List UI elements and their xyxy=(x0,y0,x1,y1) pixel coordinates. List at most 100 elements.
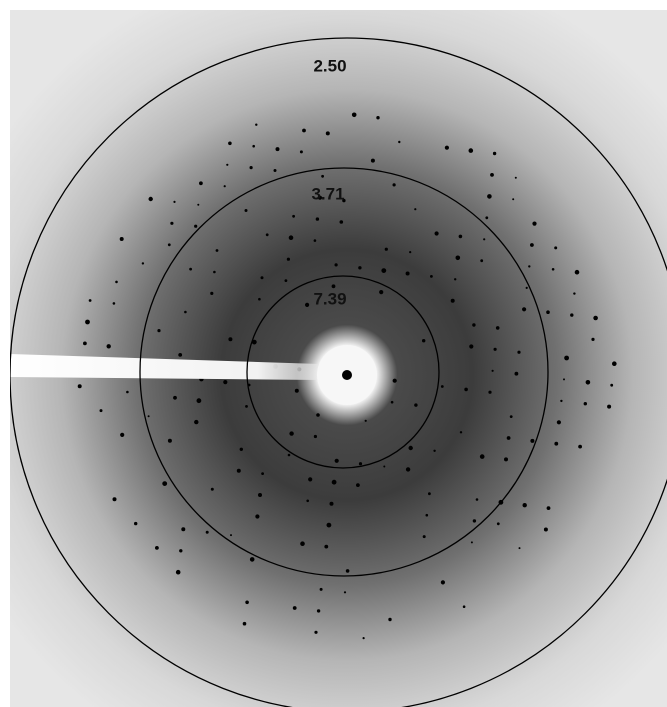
spot xyxy=(546,310,550,315)
spot xyxy=(112,302,116,305)
spot xyxy=(430,275,433,278)
spot xyxy=(242,621,247,626)
spot xyxy=(313,434,317,439)
spot xyxy=(315,217,320,221)
spot xyxy=(300,541,305,546)
spot xyxy=(428,492,431,496)
spot xyxy=(314,630,318,634)
spot xyxy=(258,297,261,301)
spot xyxy=(261,472,264,475)
spot xyxy=(294,388,299,393)
spot xyxy=(351,112,357,118)
spot xyxy=(530,243,534,247)
spot xyxy=(578,444,582,449)
spot xyxy=(299,150,303,154)
spot xyxy=(383,465,386,468)
spot xyxy=(260,276,264,280)
spot xyxy=(370,158,375,163)
spot xyxy=(226,163,229,166)
spot xyxy=(258,493,262,497)
spot xyxy=(450,298,455,303)
resolution-ring xyxy=(10,37,667,707)
spot xyxy=(77,384,82,389)
spot xyxy=(440,580,445,585)
spot xyxy=(318,195,322,200)
spot xyxy=(472,323,476,327)
spot xyxy=(249,166,253,170)
spot xyxy=(475,498,479,501)
spot xyxy=(196,398,202,404)
spot xyxy=(358,266,362,270)
spot xyxy=(175,569,181,575)
spot xyxy=(405,271,410,276)
spot xyxy=(504,457,508,462)
spot xyxy=(249,557,255,562)
spot xyxy=(591,337,595,341)
spot xyxy=(194,224,198,228)
spot xyxy=(532,221,537,226)
spot xyxy=(286,257,290,261)
spot xyxy=(345,569,350,573)
spot xyxy=(308,477,313,482)
spot xyxy=(230,534,232,537)
spot xyxy=(319,587,323,591)
spot xyxy=(530,438,535,443)
spot xyxy=(306,499,310,503)
spot xyxy=(506,436,511,440)
spot xyxy=(106,344,111,349)
spot xyxy=(470,541,473,544)
spot xyxy=(325,131,330,136)
spot xyxy=(574,269,580,275)
spot xyxy=(362,637,365,640)
spot xyxy=(573,292,576,295)
spot xyxy=(316,609,321,613)
spot xyxy=(546,506,551,510)
spot xyxy=(119,237,124,241)
spot xyxy=(147,415,150,418)
spot xyxy=(405,467,411,472)
spot xyxy=(115,280,118,284)
spot xyxy=(141,262,145,265)
spot xyxy=(455,255,461,261)
spot xyxy=(181,527,186,532)
spot xyxy=(525,286,528,289)
spot xyxy=(334,263,338,267)
beam-center xyxy=(342,370,352,380)
spot xyxy=(329,501,334,506)
spot xyxy=(390,400,394,404)
spot xyxy=(252,144,255,148)
spot xyxy=(556,420,562,425)
spot xyxy=(157,329,161,333)
spot xyxy=(210,291,214,295)
spot xyxy=(379,290,384,295)
spot xyxy=(245,600,249,605)
spot xyxy=(554,246,558,250)
spot xyxy=(517,350,521,354)
spot xyxy=(496,522,500,526)
resolution-ring xyxy=(246,275,440,469)
spot xyxy=(255,514,260,519)
spot xyxy=(528,265,531,268)
spot xyxy=(184,310,187,314)
spot xyxy=(585,380,591,385)
spot xyxy=(458,234,463,239)
spot xyxy=(210,487,214,491)
spot xyxy=(292,606,297,610)
spot xyxy=(178,353,183,357)
spot xyxy=(392,378,397,383)
spot xyxy=(275,147,280,152)
ring-label: 3.71 xyxy=(311,184,344,203)
spot xyxy=(487,194,492,199)
spot xyxy=(83,341,87,346)
spot xyxy=(512,198,515,201)
spot xyxy=(134,521,138,526)
spot xyxy=(409,251,412,254)
spot xyxy=(384,247,388,251)
spot xyxy=(215,249,219,252)
spot xyxy=(480,259,484,263)
spot xyxy=(564,355,569,361)
spot xyxy=(173,200,176,203)
spot xyxy=(273,169,277,172)
spot xyxy=(170,221,174,225)
